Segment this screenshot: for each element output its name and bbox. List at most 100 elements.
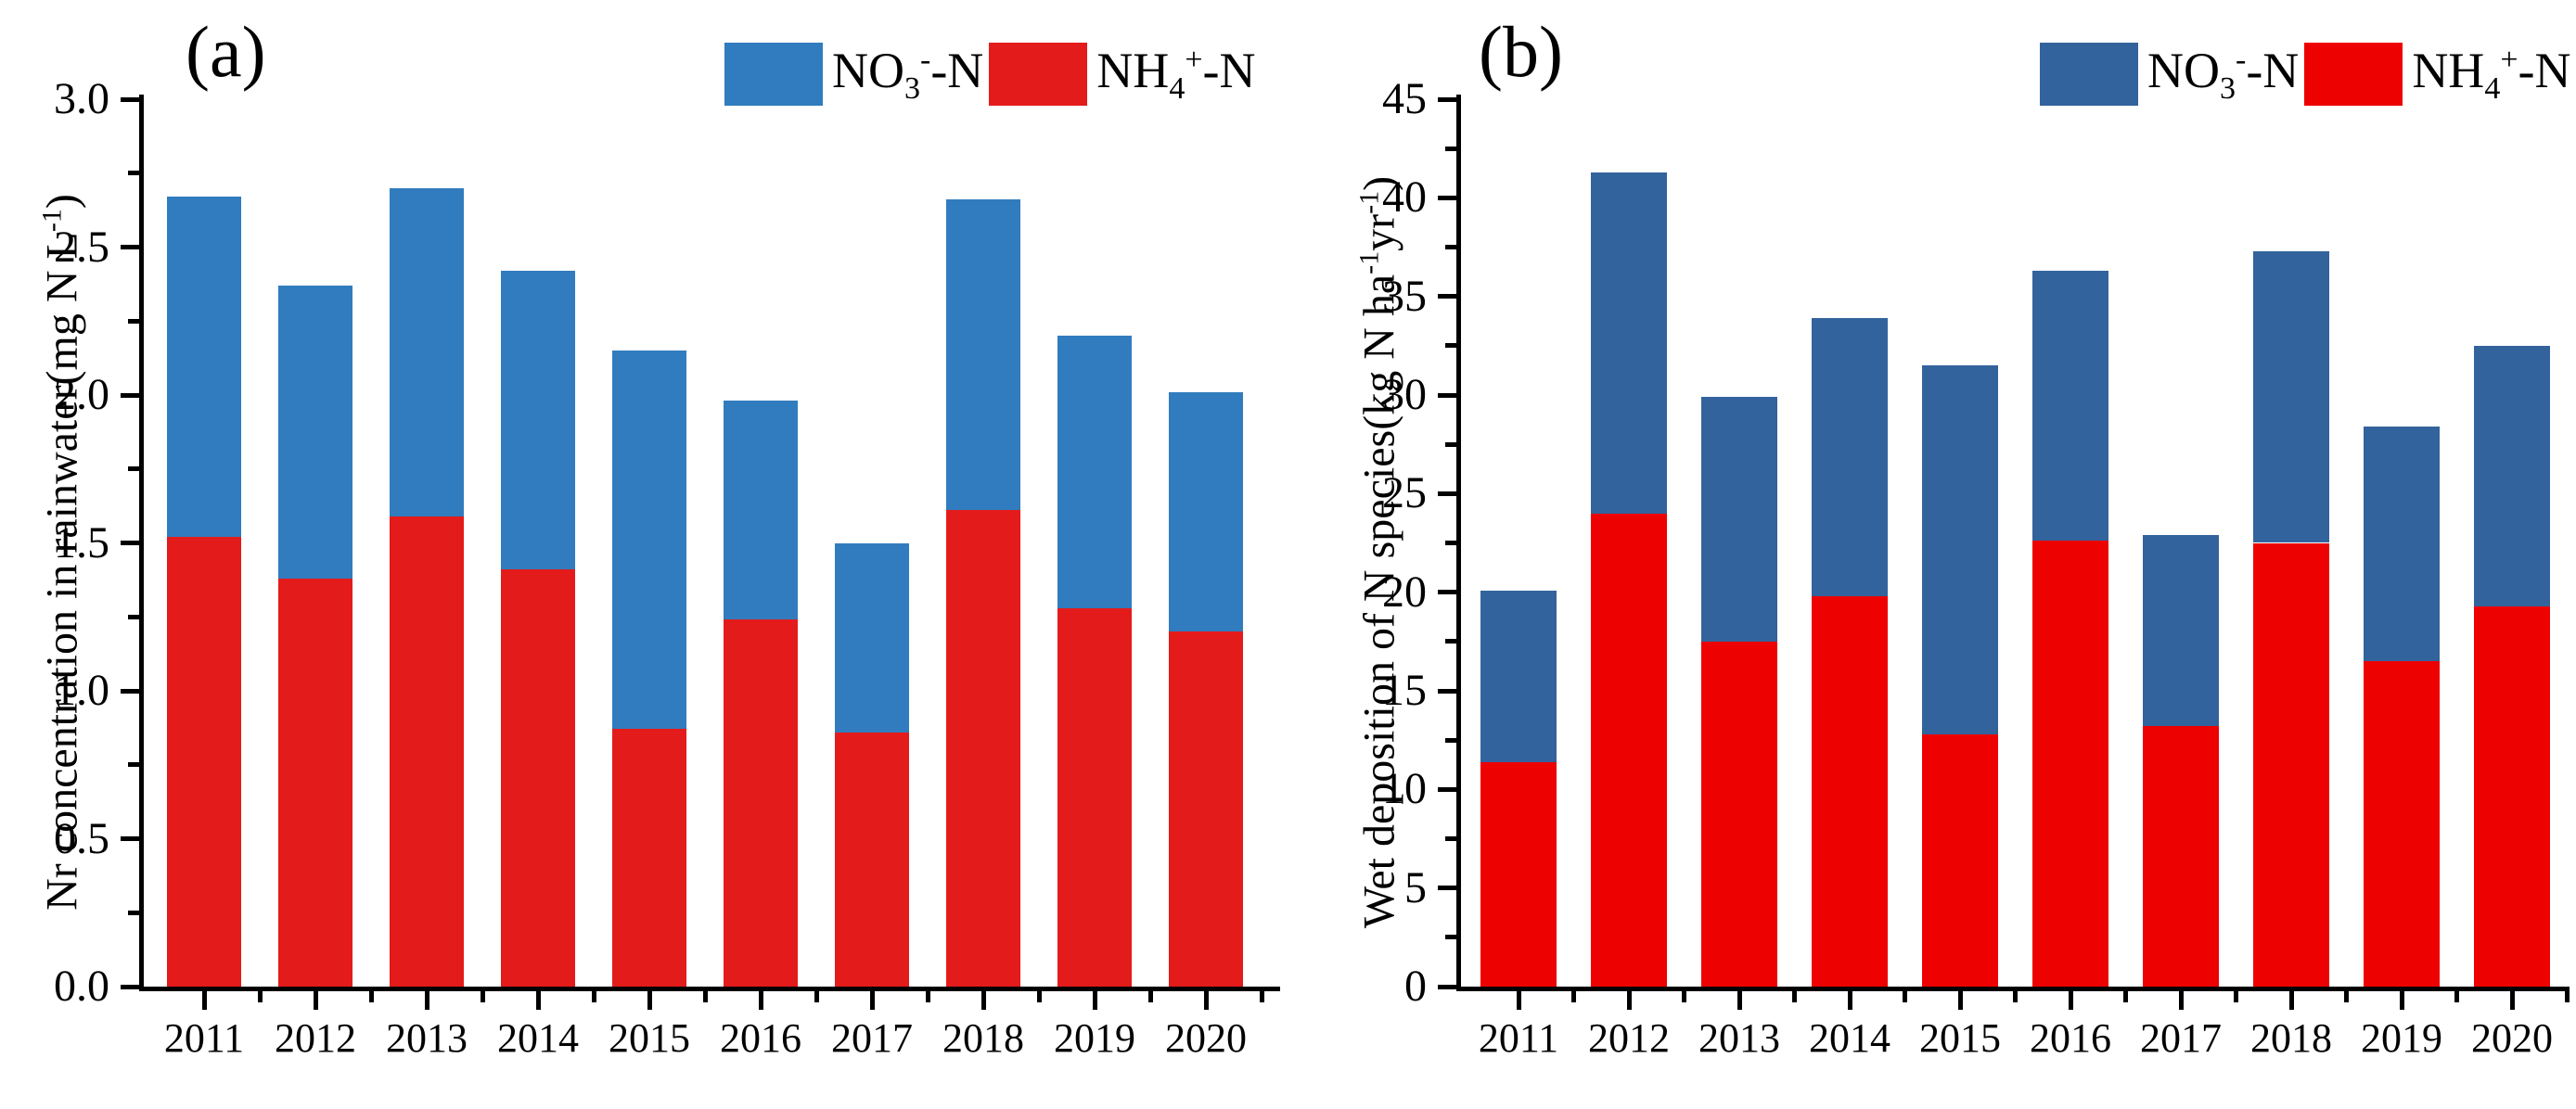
bar-2016-no3n (724, 401, 798, 620)
bar-2020-nh4n (2474, 605, 2550, 987)
bar-2011-no3n (1480, 590, 1557, 762)
bar-2012-no3n (278, 285, 352, 579)
bar-2011-nh4n (167, 537, 241, 987)
plot-area-a: 0.0 0.5 1.0 1.5 2.0 2.5 3.0 2011 2012 2013 2014 201… (54, 77, 1280, 1061)
y-tick-label: 40 (1382, 172, 1427, 223)
y-major-tick (121, 984, 139, 989)
y-minor-tick (1445, 935, 1456, 940)
legend-label-no3n-a: NO3--N (832, 42, 984, 106)
legend-label-nh4n-a: NH4+-N (1096, 42, 1256, 106)
x-major-tick (2288, 991, 2294, 1010)
y-axis-line (1456, 95, 1461, 991)
x-minor-tick (2565, 991, 2570, 1002)
y-major-tick (1438, 491, 1456, 496)
x-minor-tick (1147, 991, 1153, 1002)
y-minor-tick (1445, 343, 1456, 349)
bar-2013-no3n (390, 187, 464, 516)
x-major-tick (1847, 991, 1852, 1010)
bar-2020-no3n (2474, 345, 2550, 606)
legend-label-no3n-b: NO3--N (2147, 42, 2300, 106)
bar-2018-no3n (2253, 250, 2329, 543)
x-major-tick (1737, 991, 1742, 1010)
x-minor-tick (702, 991, 708, 1002)
y-tick-label: 10 (1382, 764, 1427, 814)
y-tick-label: 30 (1382, 370, 1427, 419)
x-minor-tick (1571, 991, 1576, 1002)
x-minor-tick (2123, 991, 2128, 1002)
x-tick-label: 2019 (1054, 1015, 1135, 1061)
x-tick-label: 2018 (2250, 1015, 2332, 1061)
bar-2014-nh4n (501, 569, 575, 987)
legend-swatch-nh4n-b (2304, 43, 2403, 106)
bar-2015-no3n (1922, 365, 1998, 734)
y-major-tick (1438, 590, 1456, 595)
x-minor-tick (480, 991, 485, 1002)
bar-2018-nh4n (946, 510, 1020, 987)
panel-label-a: (a) (186, 11, 266, 92)
y-major-tick (1438, 392, 1456, 398)
panel-label-b: (b) (1479, 11, 1563, 92)
y-minor-tick (1445, 836, 1456, 841)
y-major-tick (1438, 984, 1456, 989)
x-minor-tick (257, 991, 263, 1002)
bar-2012-nh4n (278, 578, 352, 987)
bar-2015-nh4n (612, 729, 686, 987)
x-tick-label: 2019 (2361, 1015, 2442, 1061)
y-major-tick (1438, 786, 1456, 792)
y-minor-tick (1445, 441, 1456, 447)
x-major-tick (2068, 991, 2073, 1010)
x-major-tick (1203, 991, 1209, 1010)
bar-2013-nh4n (390, 516, 464, 987)
y-minor-tick (128, 910, 139, 915)
bar-2017-nh4n (835, 732, 909, 987)
bar-2014-no3n (501, 271, 575, 570)
y-tick-label: 1.0 (54, 666, 109, 715)
x-minor-tick (2013, 991, 2018, 1002)
bar-2015-no3n (612, 351, 686, 730)
x-major-tick (313, 991, 318, 1010)
x-axis-line (139, 987, 1280, 991)
x-minor-tick (1036, 991, 1042, 1002)
y-minor-tick (128, 318, 139, 324)
bar-2017-nh4n (2143, 726, 2219, 987)
x-tick-label: 2012 (275, 1015, 356, 1061)
y-minor-tick (128, 614, 139, 619)
y-axis-title-b: Wet deposition of N species(kg N ha-1yr-… (1353, 175, 1404, 929)
y-minor-tick (1445, 541, 1456, 545)
x-minor-tick (1903, 991, 1907, 1002)
x-tick-label: 2011 (163, 1015, 245, 1061)
x-major-tick (758, 991, 763, 1010)
x-tick-label: 2016 (2030, 1015, 2111, 1061)
x-tick-label: 2020 (1165, 1015, 1247, 1061)
bar-2014-nh4n (1812, 595, 1888, 987)
x-tick-label: 2017 (2140, 1015, 2222, 1061)
bar-2020-nh4n (1169, 631, 1243, 987)
y-major-tick (121, 96, 139, 102)
legend-swatch-no3n-a (724, 43, 823, 106)
bar-2016-no3n (2032, 271, 2108, 542)
x-minor-tick (925, 991, 930, 1002)
y-minor-tick (128, 762, 139, 768)
x-major-tick (535, 991, 541, 1010)
x-minor-tick (1792, 991, 1797, 1002)
bar-2019-no3n (2364, 427, 2440, 662)
x-tick-label: 2013 (1698, 1015, 1780, 1061)
x-major-tick (201, 991, 207, 1010)
y-major-tick (1438, 294, 1456, 300)
y-minor-tick (1445, 639, 1456, 644)
legend-swatch-nh4n-a (989, 43, 1088, 106)
legend-a: NO3--N NH4+-N (724, 41, 1261, 108)
y-axis-line (139, 95, 144, 991)
y-minor-tick (1445, 245, 1456, 249)
x-major-tick (869, 991, 875, 1010)
y-major-tick (121, 836, 139, 841)
bar-2017-no3n (2143, 534, 2219, 727)
plot-area-b: 0 5 10 15 20 25 30 35 40 45 2011 2012 2013 2014 2015 20… (1382, 77, 2570, 1061)
y-minor-tick (1445, 146, 1456, 151)
legend-b: NO3--N NH4+-N (2040, 41, 2576, 108)
y-major-tick (121, 245, 139, 249)
bar-2015-nh4n (1922, 733, 1998, 987)
x-tick-label: 2016 (720, 1015, 801, 1061)
x-minor-tick (591, 991, 596, 1002)
bar-2011-no3n (167, 197, 241, 538)
